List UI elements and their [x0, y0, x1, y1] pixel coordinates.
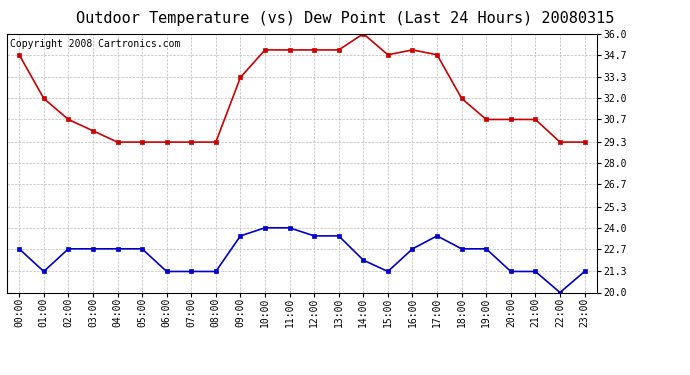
Text: Outdoor Temperature (vs) Dew Point (Last 24 Hours) 20080315: Outdoor Temperature (vs) Dew Point (Last… — [76, 11, 614, 26]
Text: Copyright 2008 Cartronics.com: Copyright 2008 Cartronics.com — [10, 39, 180, 49]
